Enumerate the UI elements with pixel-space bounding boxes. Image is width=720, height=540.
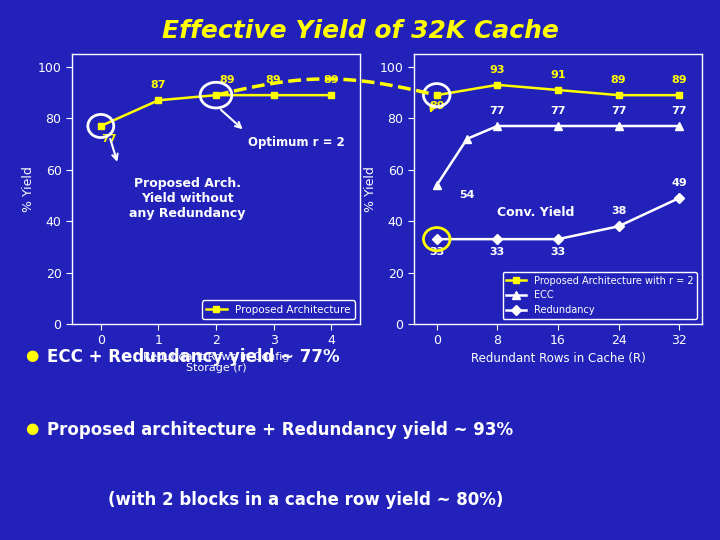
- Text: 49: 49: [671, 178, 687, 188]
- Text: 93: 93: [490, 65, 505, 75]
- Y-axis label: % Yield: % Yield: [22, 166, 35, 212]
- Legend: Proposed Architecture with r = 2, ECC, Redundancy: Proposed Architecture with r = 2, ECC, R…: [503, 272, 697, 319]
- ECC: [463, 136, 472, 142]
- Proposed Architecture with r = 2: [675, 92, 683, 98]
- Redundancy: [675, 195, 683, 201]
- Redundancy: [554, 236, 562, 242]
- Text: 33: 33: [490, 247, 505, 257]
- Text: Optimum r = 2: Optimum r = 2: [248, 136, 344, 149]
- Redundancy: [433, 236, 441, 242]
- Text: ●: ●: [25, 348, 38, 363]
- Text: 77: 77: [672, 106, 687, 116]
- Text: 87: 87: [150, 80, 166, 90]
- Text: 89: 89: [266, 75, 282, 85]
- Text: 33: 33: [550, 247, 566, 257]
- Text: (with 2 blocks in a cache row yield ~ 80%): (with 2 blocks in a cache row yield ~ 80…: [108, 491, 503, 509]
- Text: 91: 91: [550, 70, 566, 80]
- Proposed Architecture: [327, 92, 336, 98]
- Redundancy: [614, 223, 623, 230]
- ECC: [433, 182, 441, 188]
- Line: Redundancy: Redundancy: [433, 194, 683, 242]
- Text: 54: 54: [459, 190, 475, 200]
- Text: 89: 89: [672, 75, 687, 85]
- Text: 38: 38: [611, 206, 626, 216]
- Text: 77: 77: [102, 134, 117, 144]
- Text: 77: 77: [550, 106, 566, 116]
- X-axis label: Redundant Rows in Config
Storage (r): Redundant Rows in Config Storage (r): [143, 352, 289, 373]
- Proposed Architecture with r = 2: [554, 87, 562, 93]
- Proposed Architecture: [269, 92, 278, 98]
- Text: 89: 89: [220, 75, 235, 85]
- Line: ECC: ECC: [433, 122, 683, 190]
- Y-axis label: % Yield: % Yield: [364, 166, 377, 212]
- Text: ●: ●: [25, 421, 38, 436]
- Text: Proposed Arch.
Yield without
any Redundancy: Proposed Arch. Yield without any Redunda…: [129, 178, 246, 220]
- Text: 33: 33: [429, 247, 444, 257]
- Line: Proposed Architecture with r = 2: Proposed Architecture with r = 2: [433, 82, 683, 99]
- Redundancy: [493, 236, 502, 242]
- Text: 89: 89: [323, 75, 339, 85]
- Legend: Proposed Architecture: Proposed Architecture: [202, 300, 355, 319]
- Text: Conv. Yield: Conv. Yield: [498, 206, 575, 219]
- Text: Proposed architecture + Redundancy yield ~ 93%: Proposed architecture + Redundancy yield…: [47, 421, 513, 439]
- Text: 77: 77: [611, 106, 626, 116]
- Text: ECC + Redundancy yield ~ 77%: ECC + Redundancy yield ~ 77%: [47, 348, 339, 366]
- ECC: [493, 123, 502, 129]
- Text: 89: 89: [611, 75, 626, 85]
- Line: Proposed Architecture: Proposed Architecture: [97, 92, 335, 130]
- ECC: [554, 123, 562, 129]
- Proposed Architecture: [154, 97, 163, 104]
- Text: Effective Yield of 32K Cache: Effective Yield of 32K Cache: [161, 19, 559, 43]
- Proposed Architecture: [96, 123, 105, 129]
- Proposed Architecture with r = 2: [614, 92, 623, 98]
- Proposed Architecture with r = 2: [493, 82, 502, 88]
- ECC: [675, 123, 683, 129]
- ECC: [614, 123, 623, 129]
- Proposed Architecture with r = 2: [433, 92, 441, 98]
- Text: 77: 77: [490, 106, 505, 116]
- Proposed Architecture: [212, 92, 220, 98]
- X-axis label: Redundant Rows in Cache (R): Redundant Rows in Cache (R): [471, 352, 645, 365]
- Text: 89: 89: [429, 100, 444, 111]
